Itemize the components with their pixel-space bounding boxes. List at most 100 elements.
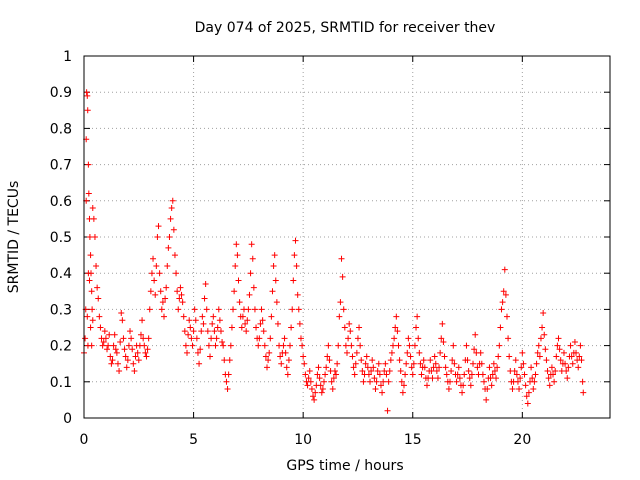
data-point (278, 360, 285, 367)
data-point (450, 342, 457, 349)
data-point (535, 342, 542, 349)
data-point (392, 324, 399, 331)
data-point (256, 335, 263, 342)
data-point (493, 375, 500, 382)
data-point (364, 364, 371, 371)
data-point (152, 291, 159, 298)
data-point (247, 270, 254, 277)
data-point (413, 324, 420, 331)
data-point (429, 375, 436, 382)
data-point (398, 378, 405, 385)
data-point (164, 262, 171, 269)
data-point (399, 389, 406, 396)
data-point (471, 346, 478, 353)
data-point (217, 328, 224, 335)
y-tick-label: 0 (63, 411, 72, 427)
data-point (502, 291, 509, 298)
data-point (544, 367, 551, 374)
data-point (208, 335, 215, 342)
data-point (394, 328, 401, 335)
data-point (579, 378, 586, 385)
data-point (293, 262, 300, 269)
data-point (333, 371, 340, 378)
data-point (337, 299, 344, 306)
chart-title: Day 074 of 2025, SRMTID for receiver the… (195, 20, 496, 36)
data-point (385, 378, 392, 385)
data-point (88, 288, 95, 295)
data-point (96, 313, 103, 320)
data-point (546, 382, 553, 389)
data-point (449, 357, 456, 364)
data-point (214, 324, 221, 331)
data-point (262, 353, 269, 360)
y-tick-labels: 0 0.1 0.2 0.3 0.4 0.5 0.6 0.7 0.8 0.9 1 (50, 49, 72, 427)
data-point (123, 364, 130, 371)
data-point (224, 386, 231, 393)
data-point (306, 367, 313, 374)
data-point (86, 277, 93, 284)
data-point (437, 349, 444, 356)
data-point (235, 277, 242, 284)
data-point (411, 342, 418, 349)
data-point (459, 389, 466, 396)
data-point (580, 389, 587, 396)
data-point (517, 375, 524, 382)
data-point (282, 349, 289, 356)
data-point (576, 353, 583, 360)
data-point (445, 386, 452, 393)
data-point (519, 349, 526, 356)
data-point (573, 349, 580, 356)
data-point (356, 324, 363, 331)
data-point (339, 273, 346, 280)
data-point (430, 364, 437, 371)
data-point (301, 360, 308, 367)
data-point (336, 313, 343, 320)
data-point (297, 335, 304, 342)
data-point (388, 349, 395, 356)
data-point (204, 328, 211, 335)
data-point (140, 335, 147, 342)
data-point (357, 342, 364, 349)
data-point (506, 353, 513, 360)
data-point (370, 364, 377, 371)
data-point (105, 342, 112, 349)
data-point (166, 234, 173, 240)
data-point (196, 360, 203, 367)
data-point (273, 299, 280, 306)
y-tick-label: 0.7 (50, 158, 72, 174)
data-point (346, 320, 353, 327)
data-point (177, 284, 184, 291)
data-point (290, 277, 297, 284)
data-point (100, 338, 107, 345)
data-point (158, 306, 165, 313)
data-point (176, 295, 183, 302)
data-point (470, 360, 477, 367)
data-point (127, 328, 134, 335)
data-point (351, 371, 358, 378)
data-point (280, 342, 287, 349)
data-point (523, 393, 530, 400)
data-point (330, 375, 337, 382)
data-point (294, 291, 301, 298)
data-point (350, 364, 357, 371)
data-point (253, 324, 260, 331)
data-point (520, 360, 527, 367)
data-point (551, 378, 558, 385)
data-point (373, 378, 380, 385)
data-point (146, 306, 153, 313)
data-point (512, 357, 519, 364)
data-point (554, 342, 561, 349)
data-point (231, 288, 238, 295)
data-point (400, 382, 407, 389)
data-point (501, 266, 508, 273)
data-point (99, 342, 106, 349)
data-point (353, 349, 360, 356)
data-point (292, 237, 299, 244)
data-point (159, 299, 166, 306)
data-point (314, 371, 321, 378)
data-point (154, 234, 161, 240)
data-point (245, 306, 252, 313)
data-point (84, 107, 91, 114)
data-point (109, 357, 116, 364)
data-point (347, 328, 354, 335)
